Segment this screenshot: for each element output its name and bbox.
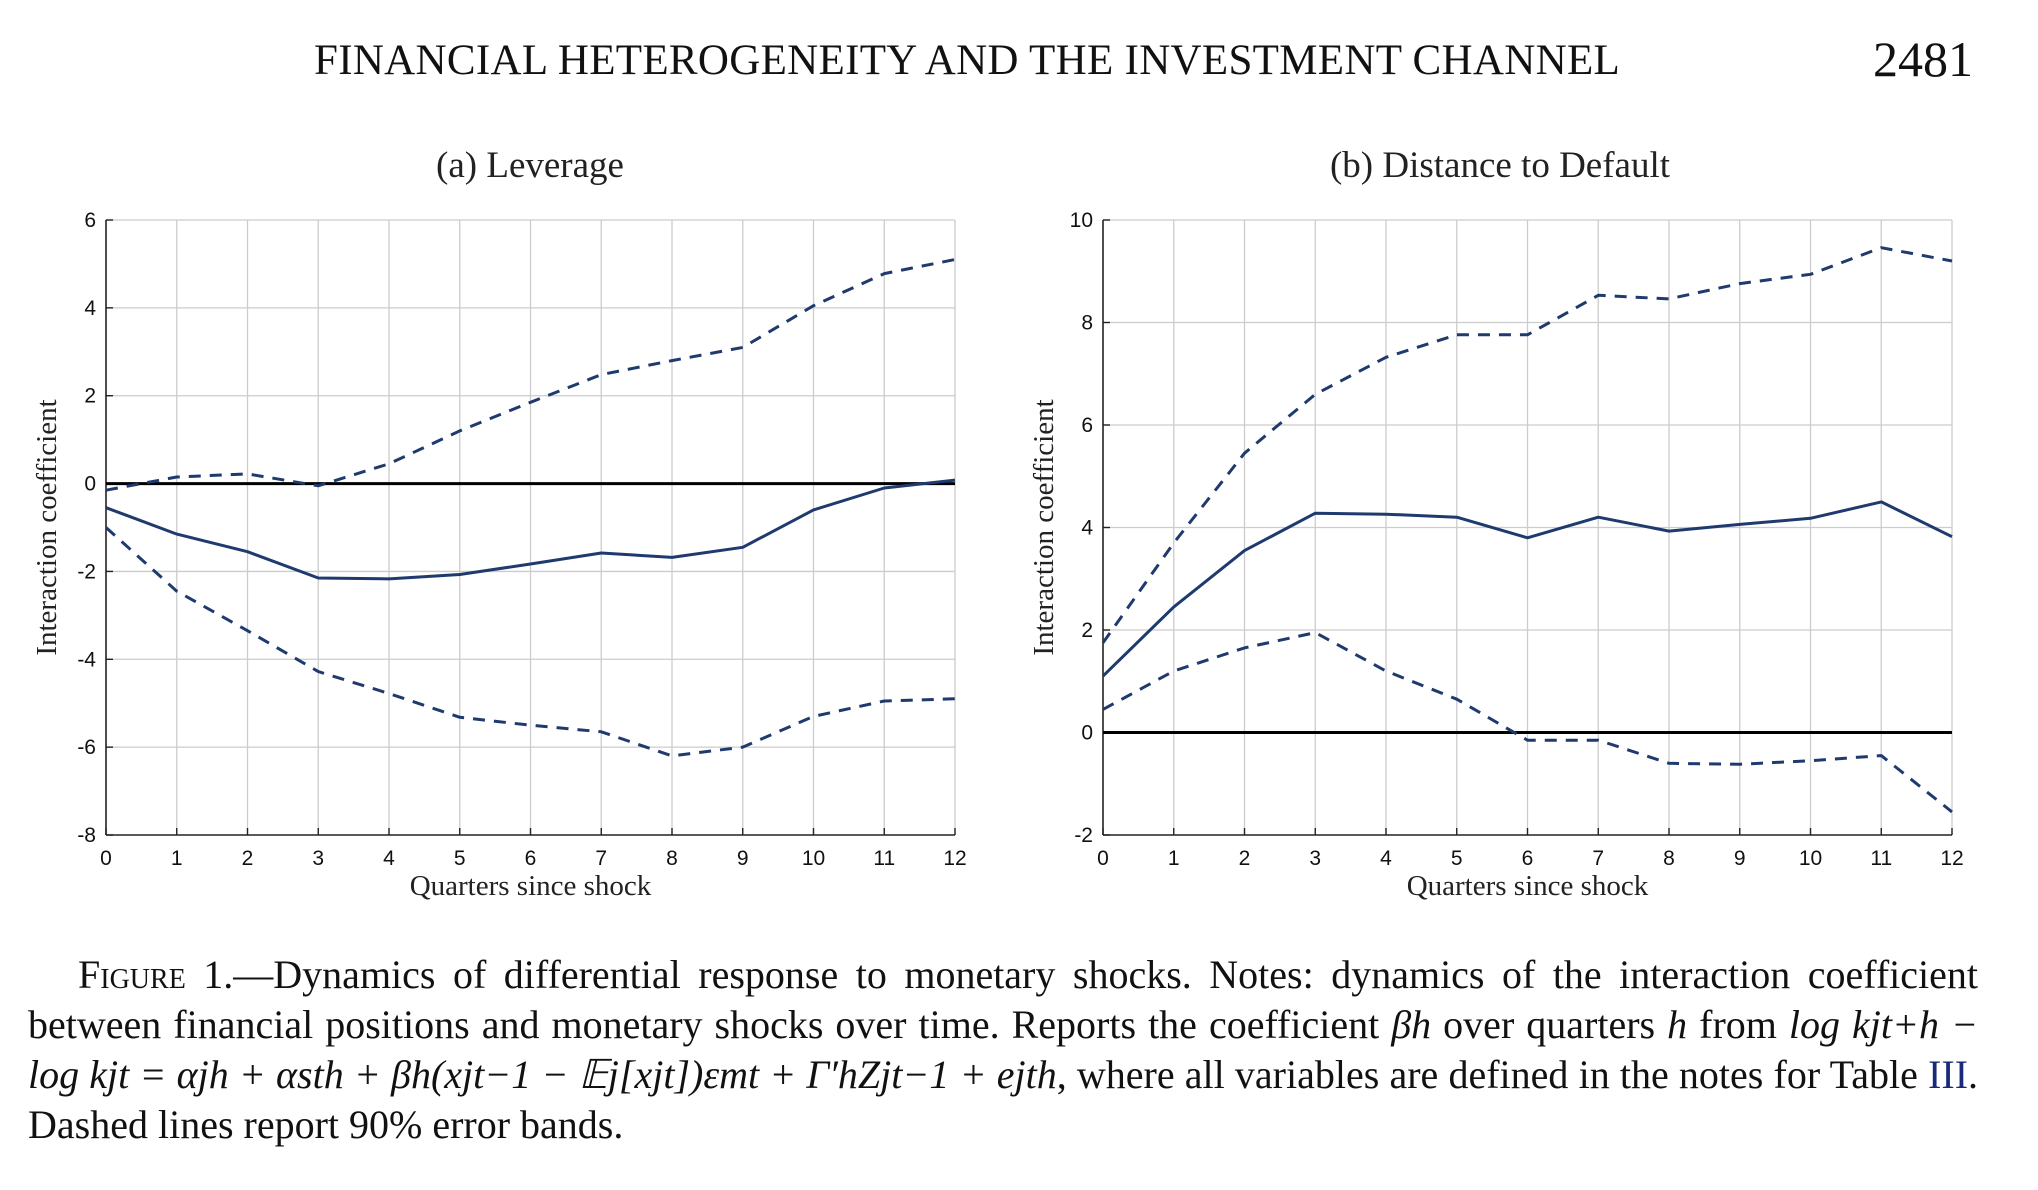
x-tick-label: 11: [1870, 847, 1892, 870]
x-tick-label: 4: [1380, 847, 1392, 870]
x-tick-label: 7: [595, 847, 607, 870]
x-tick-label: 8: [666, 847, 678, 870]
x-tick-label: 11: [873, 847, 895, 870]
running-title: FINANCIAL HETEROGENEITY AND THE INVESTME…: [314, 37, 1621, 84]
y-tick-label: -2: [77, 560, 96, 583]
y-tick-label: -8: [77, 824, 96, 847]
y-tick-label: -4: [77, 648, 96, 671]
chart-title: (b) Distance to Default: [1330, 145, 1671, 186]
y-tick-label: -6: [77, 736, 96, 759]
y-tick-label: -2: [1074, 824, 1093, 847]
y-tick-label: 4: [84, 297, 96, 320]
chart-title: (a) Leverage: [436, 145, 624, 186]
caption-text-3: from: [1687, 1002, 1789, 1047]
x-tick-label: 12: [1940, 847, 1963, 870]
x-tick-label: 2: [1239, 847, 1251, 870]
x-tick-label: 0: [100, 847, 112, 870]
x-tick-label: 9: [737, 847, 749, 870]
caption-math-beta: βh: [1391, 1002, 1432, 1047]
y-tick-label: 0: [1081, 722, 1093, 745]
x-tick-label: 9: [1734, 847, 1746, 870]
upper-error-band-line: [1101, 246, 1953, 644]
coefficient-line: [1101, 500, 1953, 678]
page-number: 2481: [1873, 31, 1973, 87]
upper-error-band-line: [105, 258, 956, 492]
caption-text-2: over quarters: [1431, 1002, 1668, 1047]
coefficient-line: [105, 478, 956, 581]
x-tick-label: 3: [312, 847, 324, 870]
figure-label: Figure 1.: [78, 952, 234, 997]
y-axis-label: Interaction coefficient: [31, 399, 63, 655]
y-tick-label: 6: [1081, 414, 1093, 437]
y-tick-label: 8: [1081, 312, 1093, 335]
x-tick-label: 1: [171, 847, 183, 870]
x-axis-label: Quarters since shock: [410, 870, 652, 902]
figure-caption: Figure 1.—Dynamics of differential respo…: [28, 950, 1978, 1150]
table-ref-link[interactable]: III: [1928, 1052, 1969, 1097]
caption-text-4: , where all variables are defined in the…: [1056, 1052, 1929, 1097]
x-tick-label: 6: [1522, 847, 1534, 870]
y-axis-label: Interaction coefficient: [1028, 399, 1060, 655]
lower-error-band-line: [1102, 631, 1953, 814]
lower-error-band-line: [104, 526, 956, 758]
caption-equation: log kjt+h − log kjt = αjh + αsth + βh(xj…: [28, 1002, 1979, 1097]
x-tick-label: 2: [242, 847, 254, 870]
x-tick-label: 1: [1168, 847, 1180, 870]
x-tick-label: 10: [802, 847, 825, 870]
x-tick-label: 10: [1799, 847, 1822, 870]
x-tick-label: 8: [1663, 847, 1675, 870]
x-axis-label: Quarters since shock: [1407, 870, 1649, 902]
y-tick-label: 4: [1081, 517, 1093, 540]
y-tick-label: 0: [84, 473, 96, 496]
x-tick-label: 4: [383, 847, 395, 870]
caption-text-5: . Dashed lines report 90% error bands.: [28, 1052, 1979, 1147]
caption-text-1: —Dynamics of differential response to mo…: [28, 952, 1978, 1047]
x-tick-label: 3: [1309, 847, 1321, 870]
x-tick-label: 6: [525, 847, 537, 870]
y-tick-label: 10: [1070, 209, 1093, 232]
x-tick-label: 7: [1592, 847, 1604, 870]
y-tick-label: 2: [84, 385, 96, 408]
y-tick-label: 2: [1081, 619, 1093, 642]
x-tick-label: 0: [1097, 847, 1109, 870]
y-tick-label: 6: [84, 209, 96, 232]
x-tick-label: 12: [943, 847, 966, 870]
x-tick-label: 5: [454, 847, 466, 870]
x-tick-label: 5: [1451, 847, 1463, 870]
running-head: FINANCIAL HETEROGENEITY AND THE INVESTME…: [0, 31, 2038, 96]
caption-math-h: h: [1667, 1002, 1688, 1047]
